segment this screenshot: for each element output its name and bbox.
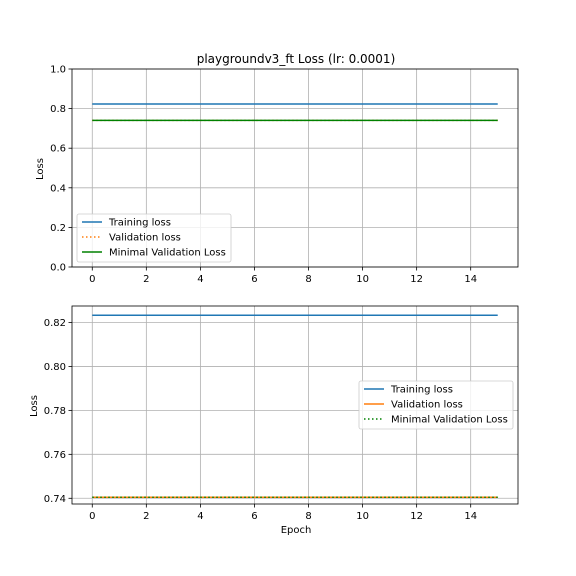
top-legend-label-0: Training loss [108,218,171,229]
bottom-x-axis-label: Epoch [281,525,312,536]
chart-title: playgroundv3_ft Loss (lr: 0.0001) [197,52,396,66]
bottom-y-tick-label-3: 0.80 [44,362,66,373]
top-y-tick-label-3: 0.6 [50,144,66,155]
top-y-tick-label-2: 0.4 [50,183,66,194]
top-axes-frame [71,68,519,268]
top-x-tick-label-1: 2 [143,274,149,285]
bottom-axes-frame [71,305,519,505]
bottom-x-tick-label-1: 2 [143,511,149,522]
top-y-tick-label-5: 1.0 [50,65,66,76]
top-x-tick-label-3: 6 [251,274,257,285]
bottom-legend-label-2: Minimal Validation Loss [391,415,508,426]
bottom-x-tick-label-5: 10 [356,511,369,522]
top-y-axis-label: Loss [35,158,46,180]
bottom-legend-label-1: Validation loss [391,400,463,411]
top-x-tick-label-2: 4 [197,274,203,285]
bottom-legend-box [358,380,514,430]
top-x-tick-label-7: 14 [464,274,477,285]
top-y-tick-label-4: 0.8 [50,104,66,115]
bottom-x-tick-label-3: 6 [251,511,257,522]
bottom-y-tick-label-2: 0.78 [44,406,66,417]
top-y-tick-label-0: 0.0 [50,263,66,274]
top-y-tick-label-1: 0.2 [50,223,66,234]
bottom-y-tick-label-0: 0.74 [44,494,66,505]
bottom-x-tick-label-0: 0 [89,511,95,522]
bottom-y-axis-label: Loss [29,395,40,417]
top-x-tick-label-4: 8 [305,274,311,285]
bottom-x-tick-label-7: 14 [464,511,477,522]
top-x-tick-label-0: 0 [89,274,95,285]
top-legend-label-2: Minimal Validation Loss [109,248,226,259]
bottom-x-tick-label-4: 8 [305,511,311,522]
top-legend-label-1: Validation loss [109,233,181,244]
bottom-legend-label-0: Training loss [390,385,453,396]
top-x-tick-label-6: 12 [410,274,423,285]
bottom-y-tick-label-1: 0.76 [44,450,66,461]
bottom-y-tick-label-4: 0.82 [44,318,66,329]
bottom-x-tick-label-2: 4 [197,511,203,522]
top-legend-box [76,213,232,263]
bottom-x-tick-label-6: 12 [410,511,423,522]
top-x-tick-label-5: 10 [356,274,369,285]
